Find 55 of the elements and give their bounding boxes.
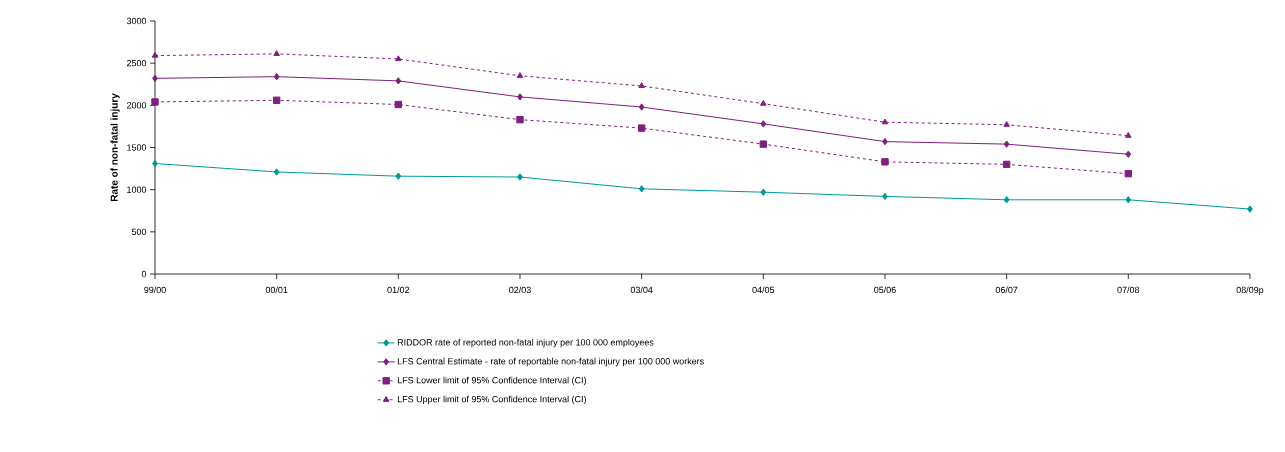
point <box>760 120 767 128</box>
legend-label: LFS Lower limit of 95% Confidence Interval (CI) <box>397 376 586 386</box>
point <box>273 72 280 81</box>
point <box>1125 196 1132 204</box>
point <box>1003 121 1010 127</box>
point <box>273 168 280 176</box>
point <box>517 93 523 101</box>
y-tick-label: 0 <box>141 270 147 278</box>
point <box>760 188 767 196</box>
x-tick-label: 02/03 <box>509 286 531 294</box>
point <box>638 82 645 89</box>
legend-label: LFS Upper limit of 95% Confidence Interval (CI) <box>397 395 586 405</box>
y-axis-title: Rate of non-fatal injury <box>110 93 120 202</box>
point <box>638 103 645 111</box>
point <box>1002 160 1011 169</box>
legend-label: RIDDOR rate of reported non-fatal injury per 100 000 employees <box>397 338 654 348</box>
x-tick-label: 04/05 <box>752 286 775 294</box>
point <box>1124 169 1132 178</box>
legend-label: LFS Central Estimate - rate of reportable non-fatal injury per 100 000 workers <box>397 357 704 367</box>
point <box>151 98 159 106</box>
x-tick-label: 01/02 <box>387 286 410 294</box>
point <box>394 100 403 109</box>
point <box>1003 196 1010 204</box>
point <box>151 51 159 58</box>
x-tick-label: 06/07 <box>995 286 1018 294</box>
x-tick-label: 08/09p <box>1236 286 1264 295</box>
point <box>272 96 281 104</box>
point <box>517 173 523 181</box>
point <box>1003 140 1010 148</box>
point <box>760 99 767 106</box>
point <box>516 115 524 124</box>
y-tick-label: 1500 <box>127 144 147 151</box>
x-tick-label: 99/00 <box>144 286 166 294</box>
y-tick-label: 500 <box>131 228 147 236</box>
point <box>881 118 889 125</box>
x-tick-label: 07/08 <box>1117 286 1140 294</box>
point <box>1125 132 1132 138</box>
point <box>273 50 280 56</box>
point <box>395 55 402 62</box>
y-tick-label: 2500 <box>126 59 147 67</box>
x-tick-label: 03/04 <box>630 286 653 294</box>
point <box>1125 150 1132 158</box>
y-tick-label: 1000 <box>127 186 147 193</box>
point <box>1247 205 1253 213</box>
point <box>637 124 646 132</box>
point <box>881 158 889 166</box>
x-tick-label: 05/06 <box>874 286 896 294</box>
x-tick-label: 00/01 <box>265 286 288 294</box>
point <box>395 77 402 85</box>
point <box>516 72 524 78</box>
y-tick-label: 3000 <box>126 17 147 25</box>
point <box>395 172 402 180</box>
point <box>638 185 645 193</box>
point <box>759 140 767 148</box>
y-tick-label: 2000 <box>126 102 147 109</box>
